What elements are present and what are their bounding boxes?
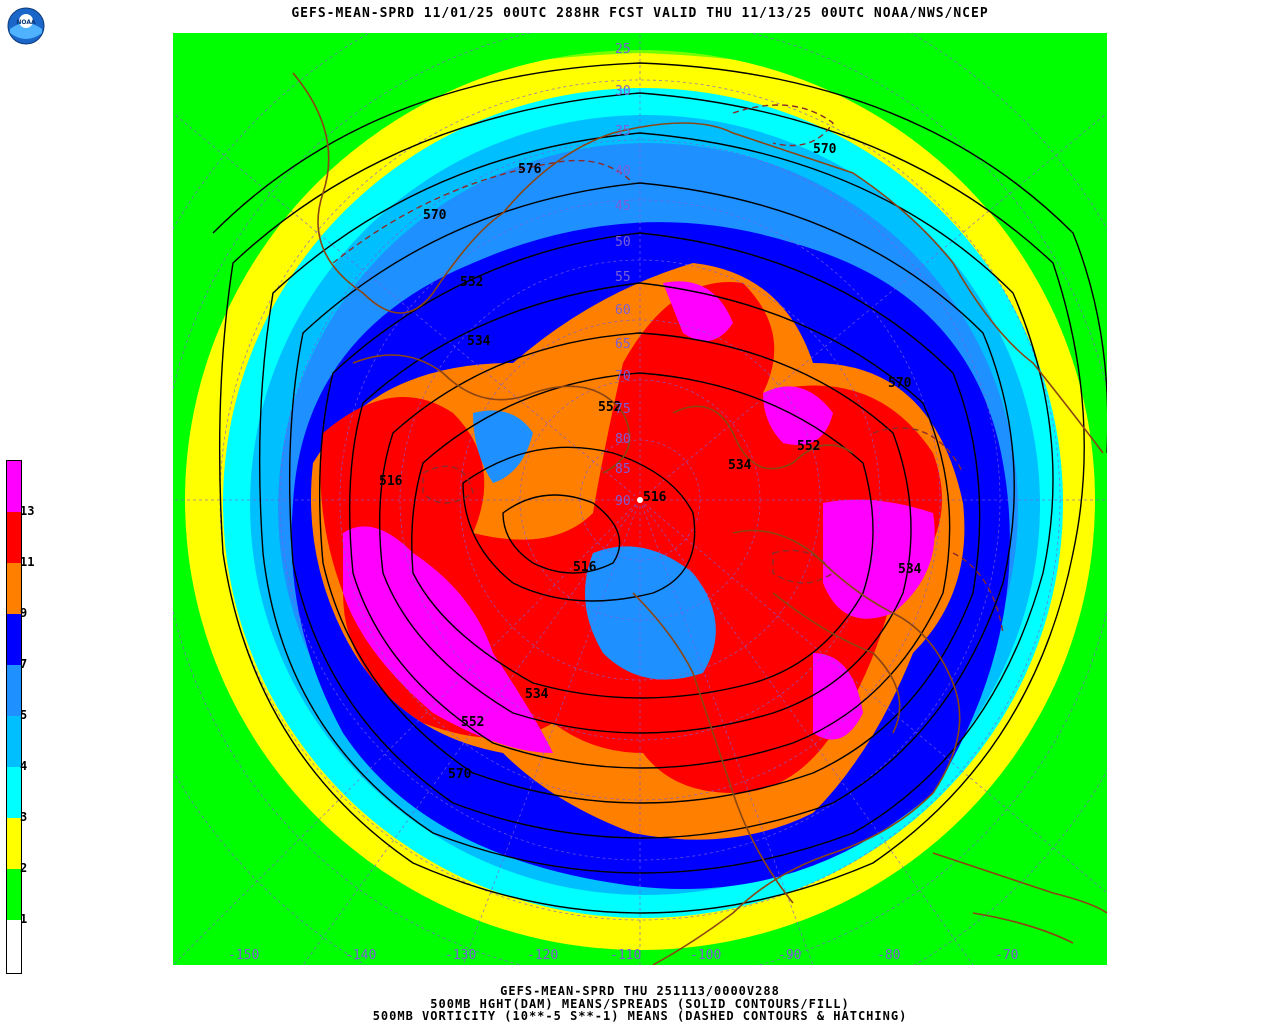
contour-label: 516 — [643, 490, 667, 505]
contour-label: 552 — [461, 715, 484, 730]
polar-map: 576 570 552 534 516 570 552 534 516 552 … — [173, 33, 1107, 965]
north-pole-marker — [637, 497, 643, 503]
lat-label: 70 — [615, 369, 631, 384]
contour-label: 534 — [467, 334, 491, 349]
contour-label: 570 — [888, 376, 912, 391]
contour-label: 516 — [573, 560, 597, 575]
coastlines — [292, 72, 1107, 965]
outer-green-south — [173, 813, 1107, 965]
spread-band-13a — [343, 526, 553, 753]
legend-label: 4 — [20, 759, 28, 773]
legend-label: 7 — [20, 657, 28, 671]
noaa-logo: NOAA — [7, 7, 45, 45]
legend-swatch — [7, 665, 21, 716]
legend-label: 1 — [20, 912, 28, 926]
map-canvas: 576 570 552 534 516 570 552 534 516 552 … — [173, 33, 1107, 965]
lat-label: 85 — [615, 462, 631, 477]
legend-swatch — [7, 461, 21, 512]
contour-label: 570 — [448, 767, 472, 782]
legend-swatch — [7, 614, 21, 665]
legend-swatch — [7, 716, 21, 767]
lon-label: -80 — [877, 948, 901, 963]
legend-label: 3 — [20, 810, 28, 824]
contour-label: 552 — [598, 400, 621, 415]
footer-line-3: 500MB VORTICITY (10**-5 S**-1) MEANS (DA… — [372, 1009, 908, 1023]
contour-label: 576 — [518, 162, 542, 177]
height-contours — [212, 62, 1107, 914]
lat-label: 45 — [615, 199, 631, 214]
lat-label: 55 — [615, 270, 631, 285]
contour-label: 570 — [423, 208, 447, 223]
contour-label: 552 — [797, 439, 820, 454]
legend-label: 2 — [20, 861, 28, 875]
low-spread-arctic — [585, 546, 716, 680]
latitude-label-group: 25 30 35 40 45 50 55 60 65 70 75 80 85 9… — [615, 42, 631, 509]
legend-label: 5 — [20, 708, 28, 722]
lat-label: 30 — [615, 84, 631, 99]
spread-band-13b — [823, 499, 935, 619]
contour-label-group: 576 570 552 534 516 570 552 534 516 552 … — [379, 142, 922, 782]
vorticity-contours — [332, 104, 1004, 634]
lat-label: 80 — [615, 432, 631, 447]
lat-label: 25 — [615, 42, 631, 57]
map-title: GEFS-MEAN-SPRD 11/01/25 00UTC 288HR FCST… — [291, 6, 989, 21]
lat-label: 60 — [615, 303, 631, 318]
low-spread-siberia — [473, 410, 533, 483]
lat-label: 40 — [615, 164, 631, 179]
footer-line-2: 500MB HGHT(DAM) MEANS/SPREADS (SOLID CON… — [430, 997, 850, 1011]
spread-band-13c — [763, 386, 833, 445]
legend-label: 13 — [20, 504, 35, 518]
legend-swatch — [7, 767, 21, 818]
lat-lon-grid — [173, 33, 1107, 965]
lat-label: 35 — [615, 124, 631, 139]
lon-label: -150 — [228, 948, 260, 963]
legend-label: 9 — [20, 606, 28, 620]
contour-label: 534 — [728, 458, 752, 473]
legend-label: 11 — [20, 555, 35, 569]
lon-label: -120 — [527, 948, 559, 963]
legend-swatch — [7, 920, 21, 973]
contour-label: 534 — [898, 562, 922, 577]
lon-label: -90 — [778, 948, 802, 963]
outer-green-north — [173, 33, 1107, 193]
svg-text:NOAA: NOAA — [16, 19, 36, 26]
lon-label: -100 — [690, 948, 722, 963]
spread-legend — [6, 460, 22, 974]
legend-swatch — [7, 818, 21, 869]
lat-label: 65 — [615, 337, 631, 352]
spread-band-13e — [813, 653, 863, 740]
contour-label: 516 — [379, 474, 403, 489]
lon-label: -130 — [445, 948, 477, 963]
lon-label: -110 — [610, 948, 642, 963]
lon-label: -140 — [345, 948, 377, 963]
lon-label: -70 — [995, 948, 1019, 963]
contour-label: 534 — [525, 687, 549, 702]
contour-label: 570 — [813, 142, 837, 157]
contour-label: 552 — [460, 275, 483, 290]
legend-swatch — [7, 512, 21, 563]
legend-swatch — [7, 869, 21, 920]
legend-swatch — [7, 563, 21, 614]
footer-line-1: GEFS-MEAN-SPRD THU 251113/0000V288 — [500, 984, 780, 998]
lat-label: 75 — [615, 402, 631, 417]
lat-label: 90 — [615, 494, 631, 509]
lat-label: 50 — [615, 235, 631, 250]
